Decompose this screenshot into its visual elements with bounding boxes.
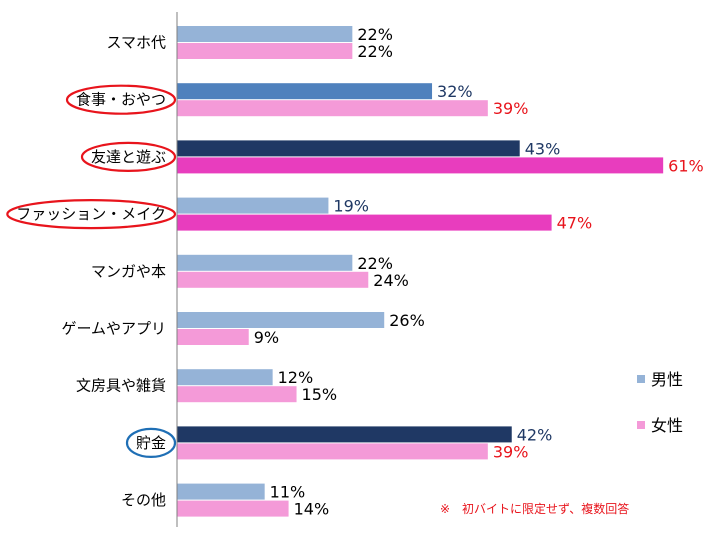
bar-female-1 [177, 100, 488, 117]
bar-female-3 [177, 214, 552, 231]
highlight-circle-2 [80, 141, 177, 172]
bar-male-1 [177, 83, 433, 100]
value-label-male-0: 22% [357, 25, 393, 44]
category-label-6: 文房具や雑貨 [76, 377, 166, 395]
value-label-male-7: 42% [517, 425, 553, 444]
legend-swatch-female [637, 421, 645, 429]
value-label-female-3: 47% [557, 214, 593, 233]
value-label-female-6: 15% [302, 385, 338, 404]
category-label-0: スマホ代 [106, 34, 166, 52]
value-label-female-0: 22% [357, 42, 393, 61]
bar-female-0 [177, 43, 353, 59]
bar-male-0 [177, 26, 353, 42]
category-label-7: 貯金 [136, 434, 166, 452]
value-label-female-1: 39% [493, 99, 529, 118]
legend-swatch-male [637, 375, 645, 383]
value-label-female-5: 9% [254, 328, 279, 347]
category-label-8: その他 [121, 491, 166, 509]
category-label-4: マンガや本 [91, 262, 166, 280]
category-label-5: ゲームやアプリ [61, 320, 166, 338]
legend-label-male: 男性 [651, 370, 683, 389]
highlight-circle-3 [6, 199, 177, 230]
bar-male-8 [177, 483, 265, 500]
value-label-female-4: 24% [373, 271, 409, 290]
value-label-male-6: 12% [278, 368, 314, 387]
bar-female-7 [177, 443, 488, 460]
value-label-female-8: 14% [294, 500, 330, 519]
legend-label-female: 女性 [651, 416, 683, 435]
bar-male-2 [177, 140, 520, 157]
bar-male-7 [177, 426, 512, 443]
category-label-2: 友達と遊ぶ [91, 148, 166, 166]
bar-female-2 [177, 157, 664, 174]
bar-male-3 [177, 197, 329, 214]
value-label-female-2: 61% [668, 156, 704, 175]
bar-male-4 [177, 254, 353, 271]
value-label-male-4: 22% [357, 254, 393, 273]
bar-female-4 [177, 271, 369, 288]
bar-female-8 [177, 500, 289, 517]
value-label-female-7: 39% [493, 442, 529, 461]
bar-female-5 [177, 329, 249, 345]
value-label-male-2: 43% [525, 139, 561, 158]
value-label-male-5: 26% [389, 311, 425, 330]
footnote: ※ 初バイトに限定せず、複数回答 [440, 502, 630, 516]
category-label-3: ファッション・メイク [16, 205, 166, 223]
highlight-circle-1 [65, 84, 177, 115]
highlight-circle-7 [125, 427, 177, 458]
value-label-male-3: 19% [333, 197, 369, 216]
bar-female-6 [177, 386, 297, 403]
value-label-male-8: 11% [270, 483, 306, 502]
category-label-1: 食事・おやつ [76, 91, 166, 109]
bar-male-6 [177, 369, 273, 386]
bar-male-5 [177, 312, 385, 328]
value-label-male-1: 32% [437, 82, 473, 101]
